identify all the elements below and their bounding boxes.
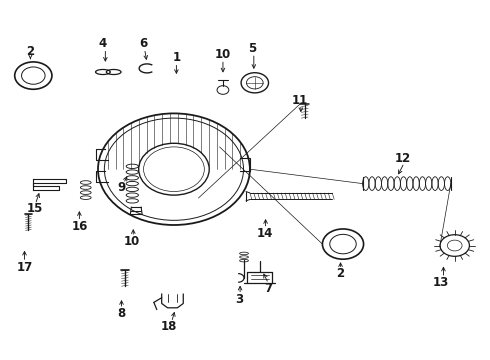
Text: 5: 5 — [248, 42, 256, 55]
Text: 7: 7 — [265, 282, 272, 295]
Text: 18: 18 — [161, 320, 177, 333]
Text: 6: 6 — [139, 37, 147, 50]
Text: 4: 4 — [99, 37, 107, 50]
Text: 11: 11 — [292, 94, 308, 107]
Text: 16: 16 — [71, 220, 88, 233]
Text: 14: 14 — [256, 227, 273, 240]
Text: 2: 2 — [26, 45, 34, 58]
Text: 9: 9 — [118, 181, 125, 194]
Text: 17: 17 — [16, 261, 33, 274]
Text: 13: 13 — [433, 276, 449, 289]
Text: 12: 12 — [394, 152, 411, 165]
Text: 8: 8 — [118, 307, 125, 320]
Text: 10: 10 — [215, 48, 231, 61]
Text: 2: 2 — [337, 267, 344, 280]
Text: 10: 10 — [123, 235, 140, 248]
Text: 15: 15 — [27, 202, 44, 215]
Text: 1: 1 — [172, 51, 180, 64]
Text: 3: 3 — [235, 293, 243, 306]
